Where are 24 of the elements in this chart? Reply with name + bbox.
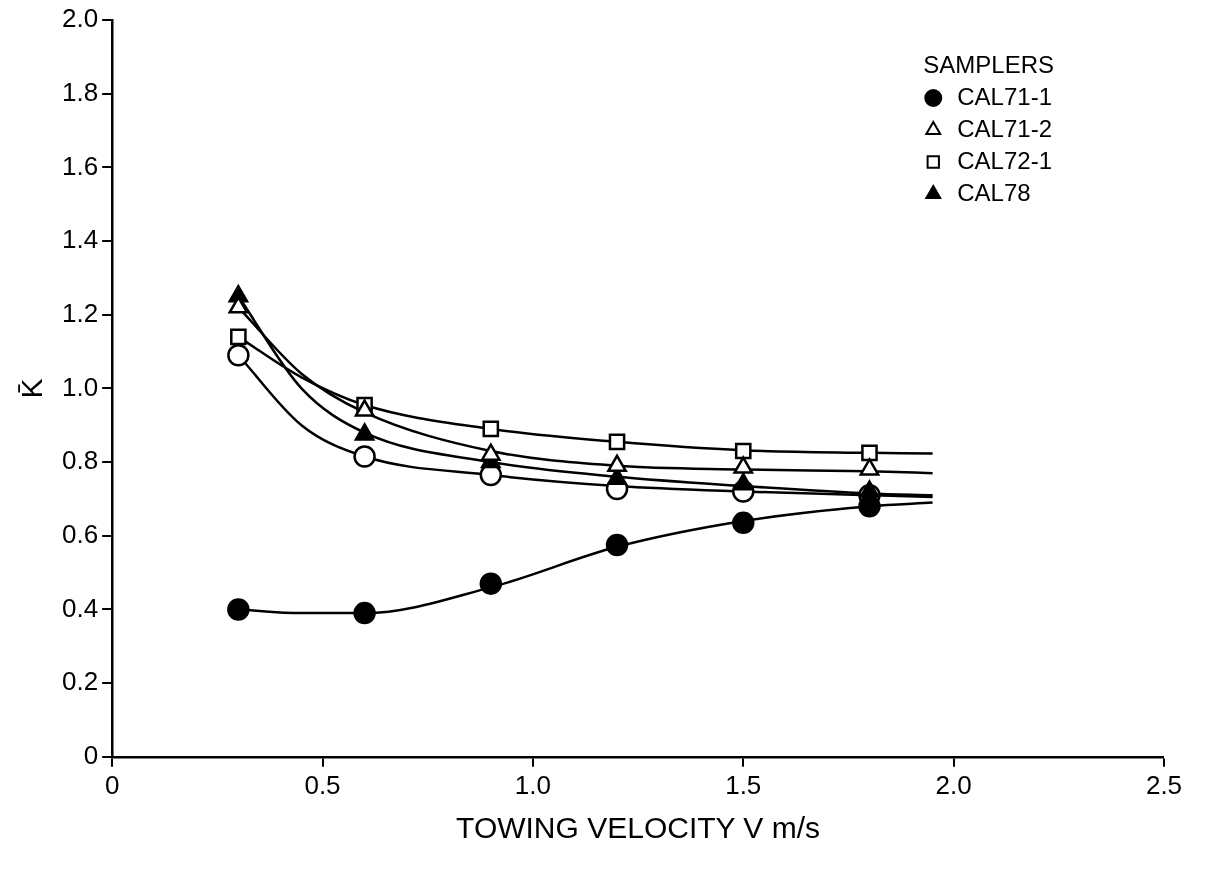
y-tick-label: 0.4 xyxy=(61,592,99,623)
legend-title: SAMPLERS xyxy=(923,50,1054,78)
x-tick-label: 2.5 xyxy=(1145,769,1183,800)
x-tick-label: 1.0 xyxy=(514,769,551,800)
y-tick-label: 0.6 xyxy=(61,518,99,549)
y-tick-label: 1.2 xyxy=(61,297,99,328)
x-tick-label: 1.5 xyxy=(725,769,762,800)
y-tick-label: 0.2 xyxy=(61,666,99,697)
y-tick-label: 2.0 xyxy=(61,3,99,34)
y-tick-label: 1.8 xyxy=(61,76,99,107)
y-axis-title: K̄ xyxy=(15,378,49,399)
y-tick-label: 0 xyxy=(83,739,99,770)
x-tick-label: 0 xyxy=(104,769,120,800)
legend-label: CAL71-1 xyxy=(957,82,1053,110)
legend-label: CAL71-2 xyxy=(957,114,1053,142)
y-tick-label: 1.6 xyxy=(61,150,99,181)
y-tick-label: 1.4 xyxy=(61,224,99,255)
legend-label: CAL72-1 xyxy=(957,146,1053,174)
y-tick-label: 0.8 xyxy=(61,445,99,476)
x-axis-title: TOWING VELOCITY V m/s xyxy=(456,811,821,845)
x-tick-label: 2.0 xyxy=(935,769,972,800)
y-tick-label: 1.0 xyxy=(61,371,99,402)
legend-label: CAL78 xyxy=(957,178,1031,206)
x-tick-label: 0.5 xyxy=(304,769,341,800)
